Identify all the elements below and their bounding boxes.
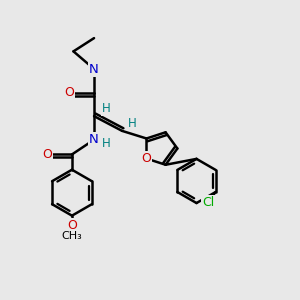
Text: H: H	[102, 137, 111, 150]
Text: CH₃: CH₃	[61, 231, 82, 241]
Text: N: N	[89, 62, 99, 76]
Text: H: H	[102, 102, 111, 115]
Text: N: N	[89, 133, 99, 146]
Text: O: O	[64, 86, 74, 99]
Text: methoxy: methoxy	[69, 235, 75, 236]
Text: O: O	[42, 148, 52, 161]
Text: O: O	[67, 219, 77, 232]
Text: Cl: Cl	[202, 196, 214, 209]
Text: O: O	[142, 152, 152, 165]
Text: H: H	[128, 117, 137, 130]
